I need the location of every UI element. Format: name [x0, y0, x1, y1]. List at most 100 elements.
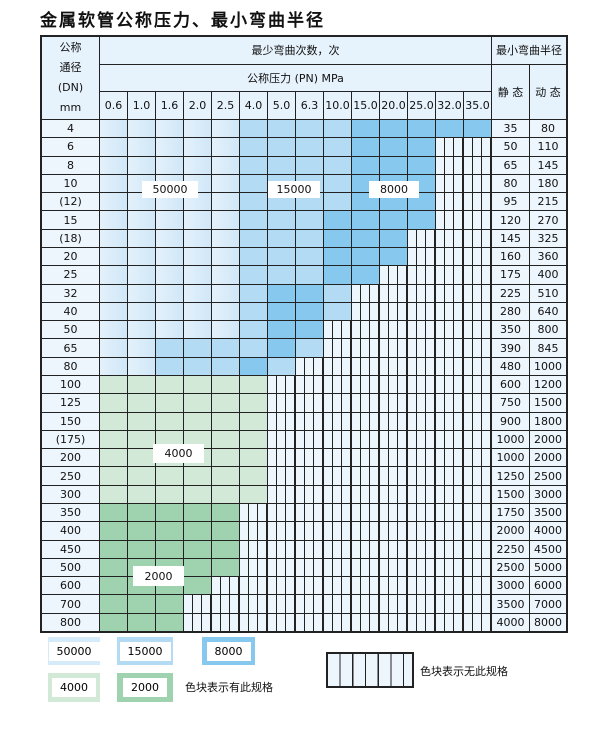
pressure-col-header: 0.6	[100, 92, 128, 120]
row-dynamic-radius: 800	[530, 321, 567, 340]
row-dynamic-radius: 325	[530, 229, 567, 248]
available-cell	[156, 156, 184, 175]
unavailable-cell	[464, 449, 492, 468]
row-static-radius: 2500	[492, 558, 530, 578]
available-cell	[296, 302, 324, 322]
unavailable-cell	[464, 577, 492, 596]
available-cell	[352, 266, 380, 285]
unavailable-cell	[324, 376, 352, 395]
available-cell	[240, 430, 268, 450]
available-cell	[240, 229, 268, 248]
legend-label: 2000	[123, 678, 167, 697]
unavailable-cell	[268, 558, 296, 578]
row-dynamic-radius: 1800	[530, 412, 567, 431]
unavailable-cell	[268, 613, 296, 632]
available-cell	[184, 504, 212, 523]
available-cell	[100, 248, 128, 267]
available-cell	[268, 266, 296, 285]
unavailable-cell	[240, 522, 268, 541]
unavailable-cell	[436, 156, 464, 175]
row-static-radius: 1000	[492, 449, 530, 468]
unavailable-cell	[296, 540, 324, 559]
available-cell	[100, 430, 128, 450]
available-cell	[184, 248, 212, 267]
row-dn: 10	[42, 174, 100, 194]
unavailable-cell	[464, 248, 492, 267]
unavailable-cell	[436, 284, 464, 303]
unavailable-cell	[464, 394, 492, 413]
available-cell	[184, 339, 212, 358]
available-cell	[324, 302, 352, 322]
available-cell	[100, 540, 128, 559]
available-cell	[156, 613, 184, 632]
unavailable-cell	[268, 504, 296, 523]
available-cell	[184, 540, 212, 559]
page-title: 金属软管公称压力、最小弯曲半径	[40, 11, 325, 31]
unavailable-cell	[436, 467, 464, 486]
available-cell	[128, 211, 156, 230]
unavailable-cell	[352, 357, 380, 376]
row-dynamic-radius: 145	[530, 156, 567, 175]
pressure-col-header: 2.0	[184, 92, 212, 120]
row-dn: (175)	[42, 430, 100, 450]
unavailable-cell	[464, 357, 492, 376]
available-cell	[184, 138, 212, 157]
available-cell	[100, 229, 128, 248]
row-dn: 65	[42, 339, 100, 358]
unavailable-cell	[380, 577, 408, 596]
available-cell	[268, 229, 296, 248]
available-cell	[156, 522, 184, 541]
available-cell	[100, 577, 128, 596]
available-cell	[240, 394, 268, 413]
unavailable-cell	[464, 522, 492, 541]
row-dynamic-radius: 2000	[530, 430, 567, 450]
unavailable-cell	[436, 394, 464, 413]
available-cell	[212, 485, 240, 504]
region-label-4000: 4000	[153, 444, 204, 463]
available-cell	[296, 138, 324, 157]
row-dynamic-radius: 80	[530, 120, 567, 139]
unavailable-cell	[380, 430, 408, 450]
unavailable-cell	[408, 376, 436, 395]
available-cell	[268, 138, 296, 157]
unavailable-cell	[408, 522, 436, 541]
row-dn: 200	[42, 449, 100, 468]
available-cell	[268, 357, 296, 376]
available-cell	[156, 302, 184, 322]
available-cell	[352, 156, 380, 175]
region-label-2000: 2000	[133, 566, 184, 586]
unavailable-cell	[380, 376, 408, 395]
unavailable-cell	[436, 302, 464, 322]
available-cell	[212, 467, 240, 486]
row-dn: 80	[42, 357, 100, 376]
legend-swatch-2000: 2000	[117, 673, 173, 702]
available-cell	[184, 120, 212, 139]
row-dn: 50	[42, 321, 100, 340]
available-cell	[380, 229, 408, 248]
unavailable-cell	[352, 558, 380, 578]
pressure-col-header: 20.0	[380, 92, 408, 120]
unavailable-cell	[296, 577, 324, 596]
available-cell	[156, 211, 184, 230]
unavailable-cell	[436, 211, 464, 230]
row-static-radius: 1250	[492, 467, 530, 486]
row-dn: 25	[42, 266, 100, 285]
available-cell	[128, 339, 156, 358]
available-cell	[184, 467, 212, 486]
row-dynamic-radius: 215	[530, 193, 567, 212]
available-cell	[240, 357, 268, 376]
pressure-col-header: 6.3	[296, 92, 324, 120]
row-dn: 300	[42, 485, 100, 504]
available-cell	[212, 540, 240, 559]
unavailable-cell	[464, 595, 492, 614]
unavailable-cell	[296, 449, 324, 468]
available-cell	[240, 376, 268, 395]
available-cell	[240, 120, 268, 139]
legend-swatch-unavailable	[326, 652, 414, 688]
available-cell	[100, 357, 128, 376]
available-cell	[156, 412, 184, 431]
row-static-radius: 95	[492, 193, 530, 212]
available-cell	[128, 229, 156, 248]
available-cell	[100, 266, 128, 285]
available-cell	[268, 120, 296, 139]
